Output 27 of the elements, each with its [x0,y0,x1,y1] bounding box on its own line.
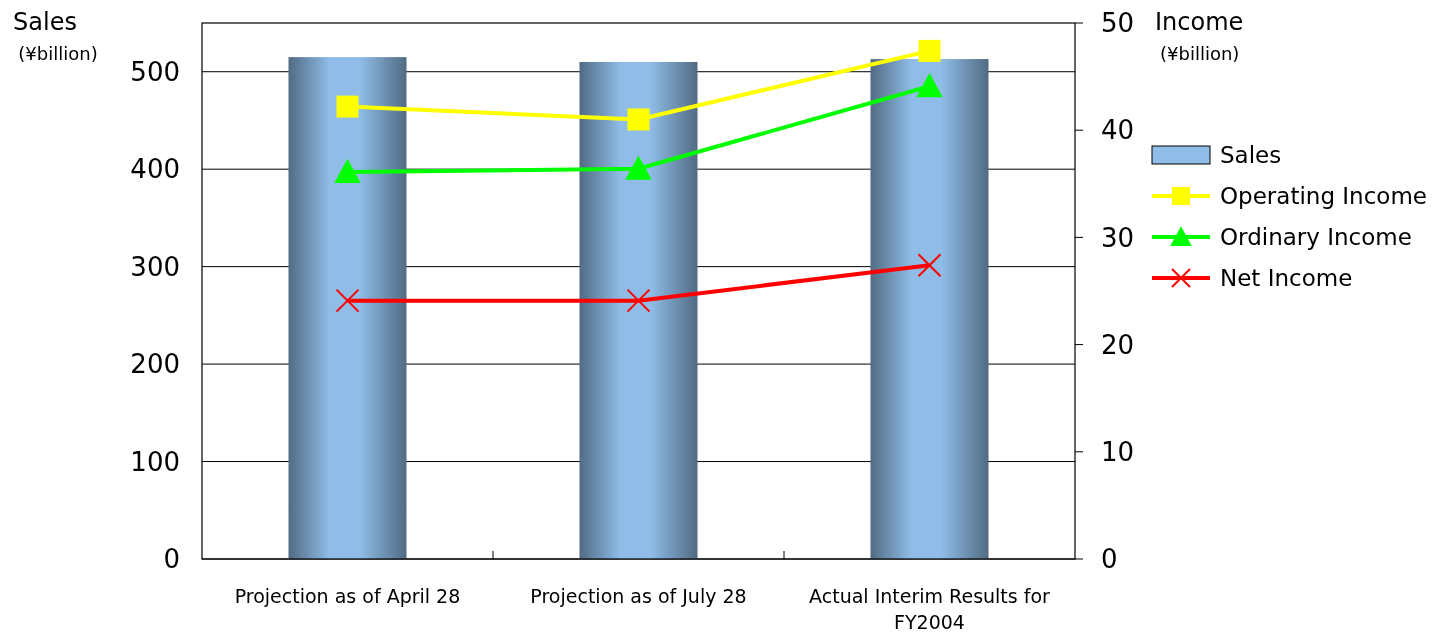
x-tick-label: Projection as of April 28 [234,585,461,607]
y-tick-label: 0 [163,544,180,575]
y2-tick-label: 20 [1101,329,1135,360]
y-axis-title: Sales (¥billion) [13,8,98,64]
y2-tick-label: 40 [1101,115,1135,146]
y2-tick-label: 0 [1101,544,1118,575]
x-tick-label: Actual Interim Results for FY2004 [809,585,1051,633]
point [626,288,651,313]
legend-label: Operating Income [1220,183,1427,210]
y-tick-label: 200 [130,349,180,380]
x-tick-label: Projection as of July 28 [530,585,747,607]
legend-label: Ordinary Income [1220,224,1412,251]
y-tick-label: 100 [130,446,180,477]
legend-label: Net Income [1220,265,1353,292]
point [918,39,941,62]
y2-tick-label: 30 [1101,222,1135,253]
y-tick-label: 500 [130,56,180,87]
legend-label: Sales [1220,142,1282,169]
point [336,95,359,118]
point [335,288,360,313]
y2-tick-label: 10 [1101,436,1135,467]
y-tick-label: 300 [130,251,180,282]
point [917,253,942,278]
point [334,158,361,184]
y2-tick-label: 50 [1101,8,1135,39]
y-tick-label: 400 [130,154,180,185]
y2-axis-title: Income (¥billion) [1155,8,1244,64]
